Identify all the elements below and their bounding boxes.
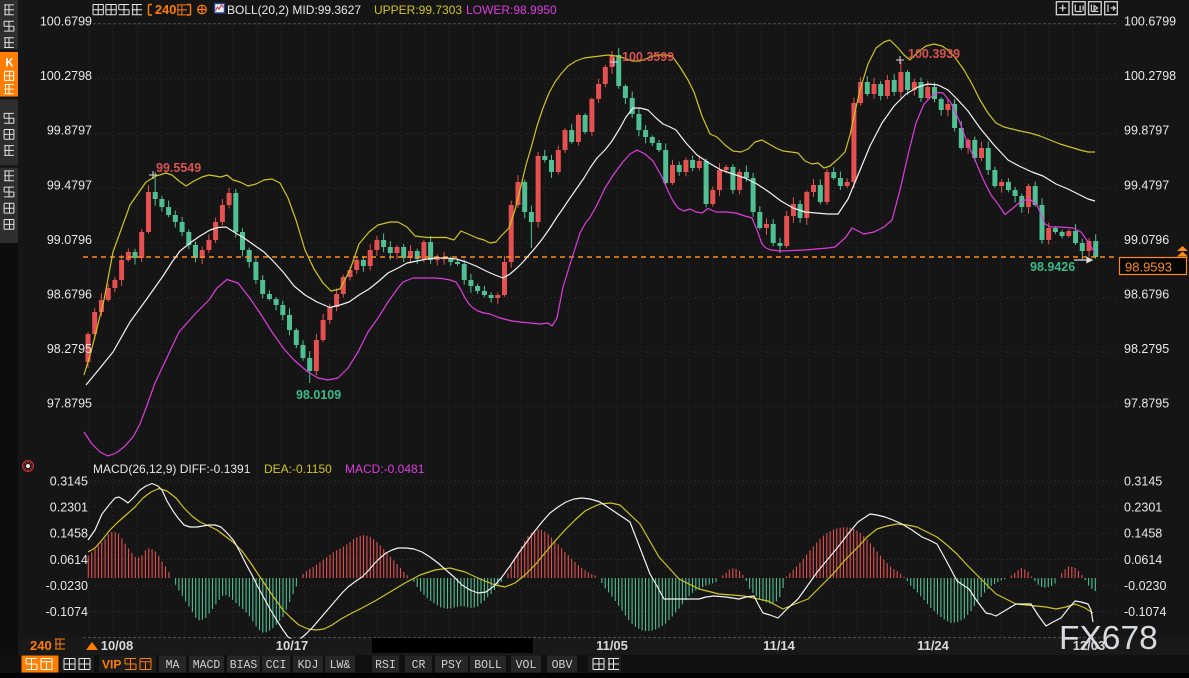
svg-text:-0.1074: -0.1074 xyxy=(46,605,88,619)
svg-text:BOLL(20,2) MID:99.3627: BOLL(20,2) MID:99.3627 xyxy=(227,3,361,17)
svg-text:0.0614: 0.0614 xyxy=(1124,553,1162,567)
svg-text:99.0796: 99.0796 xyxy=(1124,233,1169,247)
svg-text:VOL: VOL xyxy=(516,659,537,672)
svg-text:98.6796: 98.6796 xyxy=(1124,288,1169,302)
svg-text:UPPER:99.7303: UPPER:99.7303 xyxy=(374,3,462,17)
svg-text:0.2301: 0.2301 xyxy=(1124,501,1162,515)
svg-text:98.9593: 98.9593 xyxy=(1125,260,1172,275)
svg-text:98.0109: 98.0109 xyxy=(296,388,341,402)
svg-text:97.8795: 97.8795 xyxy=(47,397,92,411)
svg-text:98.6796: 98.6796 xyxy=(47,288,92,302)
svg-text:KDJ: KDJ xyxy=(298,659,319,672)
svg-text:CR: CR xyxy=(412,659,426,672)
svg-text:98.2795: 98.2795 xyxy=(1124,342,1169,356)
svg-text:240: 240 xyxy=(155,2,176,17)
svg-text:RSI: RSI xyxy=(375,659,396,672)
svg-text:100.3599: 100.3599 xyxy=(622,50,674,64)
svg-text:10/08: 10/08 xyxy=(101,638,134,653)
svg-text:100.3939: 100.3939 xyxy=(908,47,960,61)
svg-text:98.2795: 98.2795 xyxy=(47,342,92,356)
svg-text:100.6799: 100.6799 xyxy=(1124,15,1176,29)
svg-text:12/03: 12/03 xyxy=(1073,638,1106,653)
svg-text:BIAS: BIAS xyxy=(230,659,258,672)
svg-text:0.3145: 0.3145 xyxy=(50,475,88,489)
svg-text:0.1458: 0.1458 xyxy=(1124,527,1162,541)
svg-text:99.5549: 99.5549 xyxy=(156,161,201,175)
svg-text:K: K xyxy=(5,58,14,70)
svg-text:99.8797: 99.8797 xyxy=(47,124,92,138)
svg-text:MACD(26,12,9) DIFF:-0.1391: MACD(26,12,9) DIFF:-0.1391 xyxy=(93,462,251,476)
svg-text:-0.1074: -0.1074 xyxy=(1124,605,1166,619)
svg-text:VIP: VIP xyxy=(102,658,121,672)
svg-text:99.4797: 99.4797 xyxy=(47,178,92,192)
svg-text:-0.0230: -0.0230 xyxy=(1124,579,1166,593)
svg-text:MACD:-0.0481: MACD:-0.0481 xyxy=(345,462,425,476)
svg-text:97.8795: 97.8795 xyxy=(1124,397,1169,411)
svg-text:0.3145: 0.3145 xyxy=(1124,475,1162,489)
svg-text:10/17: 10/17 xyxy=(276,638,309,653)
svg-text:CCI: CCI xyxy=(266,659,287,672)
svg-text:0.1458: 0.1458 xyxy=(50,527,88,541)
svg-text:BOLL: BOLL xyxy=(474,659,502,672)
svg-text:MACD: MACD xyxy=(193,659,221,672)
svg-text:0.0614: 0.0614 xyxy=(50,553,88,567)
svg-text:99.4797: 99.4797 xyxy=(1124,178,1169,192)
svg-text:11/14: 11/14 xyxy=(763,638,796,653)
svg-text:240: 240 xyxy=(30,638,52,653)
svg-text:11/24: 11/24 xyxy=(917,638,950,653)
svg-text:LW&: LW& xyxy=(330,659,351,672)
svg-text:99.8797: 99.8797 xyxy=(1124,124,1169,138)
svg-text:DEA:-0.1150: DEA:-0.1150 xyxy=(264,462,332,476)
svg-text:PSY: PSY xyxy=(441,659,462,672)
svg-text:0.2301: 0.2301 xyxy=(50,501,88,515)
svg-text:LOWER:98.9950: LOWER:98.9950 xyxy=(466,3,557,17)
svg-text:99.0796: 99.0796 xyxy=(47,233,92,247)
svg-text:-0.0230: -0.0230 xyxy=(46,579,88,593)
svg-text:11/05: 11/05 xyxy=(596,638,628,653)
svg-text:FX678: FX678 xyxy=(1059,620,1158,657)
svg-text:100.2798: 100.2798 xyxy=(40,69,92,83)
svg-text:100.2798: 100.2798 xyxy=(1124,69,1176,83)
svg-text:OBV: OBV xyxy=(552,659,573,672)
svg-text:MA: MA xyxy=(166,659,180,672)
svg-text:98.9426: 98.9426 xyxy=(1030,260,1075,274)
svg-text:100.6799: 100.6799 xyxy=(40,15,92,29)
